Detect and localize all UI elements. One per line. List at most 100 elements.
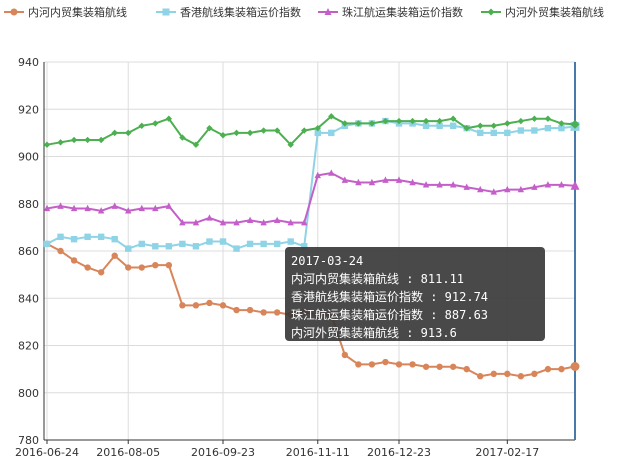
data-point [179,240,186,248]
series-line [46,171,576,224]
data-point [70,257,78,264]
data-point [57,202,64,209]
data-point [165,202,173,209]
tooltip-line-4: 内河外贸集装箱航线 : 913.6 [291,325,457,340]
data-point [233,218,240,226]
data-point [395,117,403,125]
data-point [219,238,227,245]
data-point [57,139,64,146]
data-point [219,132,227,139]
data-point [477,122,484,129]
data-point [463,365,470,373]
data-point [436,363,443,370]
y-tick-label: 860 [18,245,39,258]
data-point [463,183,470,190]
tooltip-date: 2017-03-24 [291,254,363,268]
data-point [125,129,132,137]
data-point [125,207,132,214]
data-point [449,363,457,370]
data-point [301,243,308,250]
x-tick-label: 2017-02-17 [475,446,539,459]
data-point [544,181,552,188]
y-tick-label: 780 [18,434,39,447]
data-point [43,141,51,148]
data-point [436,181,443,188]
y-tick-label: 900 [18,151,39,164]
data-point [111,129,118,137]
data-point [138,264,145,271]
data-point [409,117,416,125]
data-point [273,216,281,223]
data-point [152,204,159,212]
series-line [46,115,576,147]
y-tick-label: 820 [18,340,39,353]
series-group [43,113,580,380]
data-point [97,233,105,241]
data-point [477,373,484,380]
tooltip: 2017-03-24 内河内贸集装箱航线 : 811.11 香港航线集装箱运价指… [285,247,545,341]
data-point [260,240,267,248]
data-point [206,238,213,245]
data-point [395,361,403,368]
legend-label: 珠江航运集装箱运价指数 [342,5,463,19]
data-point [544,124,552,132]
data-point [246,129,254,137]
data-point [84,264,91,271]
data-point [490,370,497,378]
tooltip-line-3: 珠江航运集装箱运价指数 : 887.63 [291,307,488,322]
data-point [233,129,240,137]
legend-item-3: 珠江航运集装箱运价指数 [318,5,463,19]
data-point [111,235,118,243]
data-point [97,269,105,276]
data-point [487,8,495,16]
data-point [504,129,511,137]
data-point [314,129,321,137]
data-point [192,243,200,250]
data-point [138,122,145,129]
data-point [138,204,145,212]
data-point [449,115,457,122]
data-point [341,176,349,183]
data-point [287,141,294,148]
data-point [382,176,389,183]
data-point [449,122,457,129]
legend-item-4: 内河外贸集装箱航线 [481,5,604,19]
x-tick-label: 2016-06-24 [15,446,79,459]
data-point [355,361,362,368]
data-point [219,302,227,309]
data-point [206,299,213,307]
data-point [517,373,525,380]
data-point [273,240,281,248]
data-point [570,362,580,372]
y-tick-label: 880 [18,198,39,211]
data-point [314,124,321,132]
data-point [111,202,118,209]
data-point [233,306,240,314]
data-point [531,115,538,122]
data-point [570,180,580,190]
data-point [355,178,362,186]
data-point [314,171,321,179]
data-point [43,204,51,212]
data-point [192,302,200,309]
data-point [328,129,335,137]
data-point [84,204,91,212]
data-point [206,214,213,221]
data-point [152,261,159,269]
data-point [43,240,51,248]
data-point [162,8,170,16]
data-point [463,124,470,132]
series-4 [43,113,580,148]
series-line [46,120,576,250]
data-point [179,134,186,141]
legend-item-2: 香港航线集装箱运价指数 [156,5,301,19]
data-point [97,207,105,214]
legend-label: 香港航线集装箱运价指数 [180,5,301,19]
data-point [70,136,78,144]
data-point [138,240,145,248]
series-2 [43,117,580,252]
data-point [192,141,200,148]
data-point [324,8,332,15]
data-point [70,235,78,243]
